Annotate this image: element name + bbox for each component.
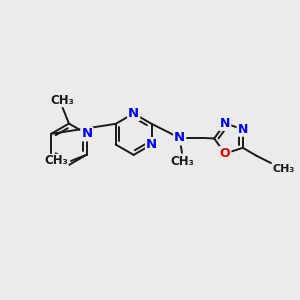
Text: CH₃: CH₃	[272, 164, 294, 174]
Text: N: N	[81, 128, 92, 140]
Text: O: O	[220, 147, 230, 160]
Text: CH₃: CH₃	[51, 94, 74, 106]
Text: N: N	[220, 117, 230, 130]
Text: CH₃: CH₃	[44, 154, 68, 167]
Text: N: N	[128, 107, 139, 120]
Text: CH₃: CH₃	[170, 155, 194, 168]
Text: N: N	[146, 138, 157, 151]
Text: N: N	[174, 131, 185, 144]
Text: N: N	[238, 123, 248, 136]
